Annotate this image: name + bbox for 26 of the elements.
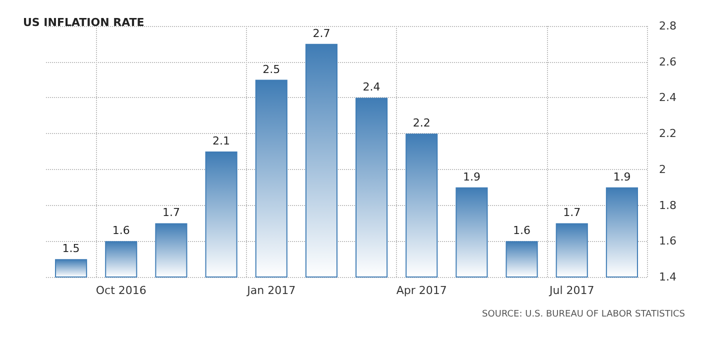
data-label: 2.2 [412, 116, 430, 130]
y-tick-label: 2.4 [659, 91, 676, 104]
data-label: 1.6 [112, 224, 130, 238]
data-label: 2.7 [312, 26, 330, 40]
y-tick-label: 2.2 [659, 127, 676, 140]
data-label: 1.9 [613, 170, 631, 184]
data-label: 1.9 [462, 170, 480, 184]
data-label: 1.7 [563, 206, 581, 220]
x-tick-label: Oct 2016 [96, 284, 146, 297]
chart-title: US INFLATION RATE [23, 16, 144, 29]
y-tick-label: 1.8 [659, 198, 676, 212]
data-label: 2.1 [212, 134, 230, 148]
data-label: 2.4 [362, 80, 380, 94]
data-label: 2.5 [262, 62, 280, 76]
x-tick-label: Jan 2017 [246, 284, 296, 297]
y-tick-label: 1.4 [659, 270, 676, 284]
data-label: 1.5 [62, 242, 80, 256]
y-tick-label: 2.8 [659, 20, 676, 32]
y-tick-label: 1.6 [659, 234, 676, 248]
y-tick-label: 2.6 [659, 55, 676, 68]
y-tick-label: 2 [659, 162, 666, 176]
data-label: 1.7 [162, 206, 180, 220]
x-tick-label: Jul 2017 [548, 284, 594, 297]
x-tick-label: Apr 2017 [396, 284, 447, 297]
data-label: 1.6 [513, 224, 531, 238]
source-note: SOURCE: U.S. BUREAU OF LABOR STATISTICS [482, 310, 686, 320]
